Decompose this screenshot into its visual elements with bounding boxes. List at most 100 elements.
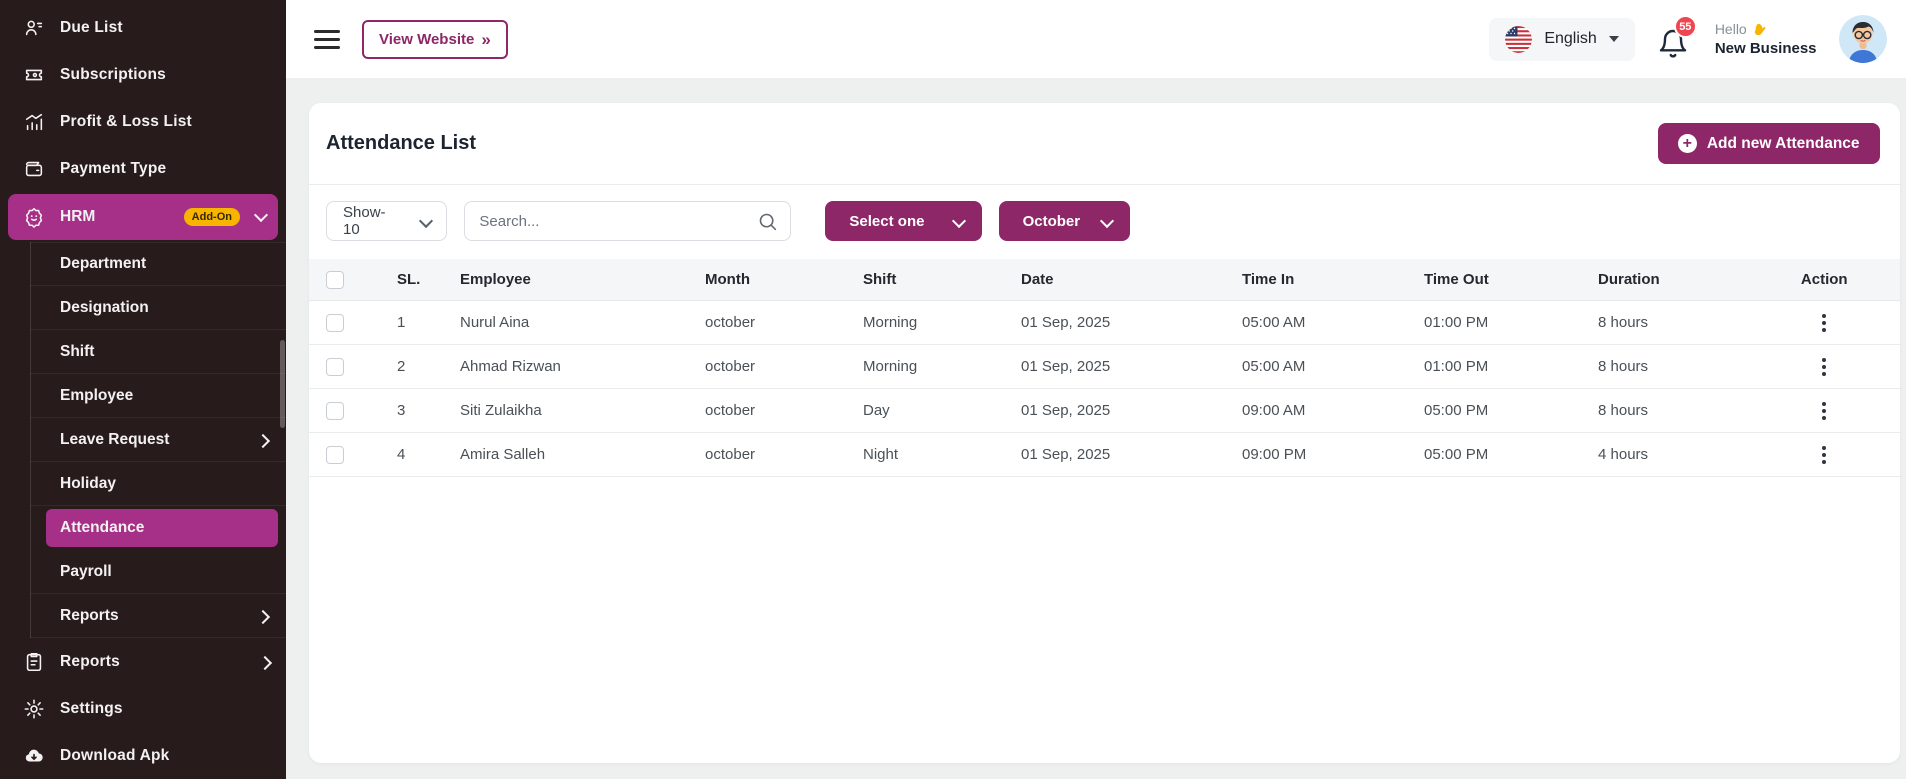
page-title: Attendance List [326,132,477,154]
content-column: View Website » [286,0,1906,779]
avatar[interactable] [1838,15,1887,63]
employee-filter-value: Select one [849,212,925,230]
view-website-button[interactable]: View Website » [362,19,508,59]
cell-time-in: 05:00 AM [1242,314,1306,331]
cell-sl: 3 [397,402,406,419]
cell-shift: Morning [863,314,918,331]
sidebar-item-employee[interactable]: Employee [30,374,286,418]
cell-duration: 4 hours [1598,446,1649,463]
cell-employee: Nurul Aina [460,314,530,331]
cell-month: october [705,358,756,375]
month-filter-value: October [1022,212,1081,230]
sidebar-scrollbar[interactable] [280,340,285,428]
language-selector[interactable]: English [1489,17,1635,61]
cell-employee: Siti Zulaikha [460,402,542,419]
main-content: Attendance List + Add new Attendance Sho… [286,79,1906,779]
header-time-in: Time In [1242,271,1295,288]
sidebar-item-attendance[interactable]: Attendance [46,509,278,547]
sidebar-item-label: Download Apk [60,746,170,764]
select-all-checkbox[interactable] [326,270,344,289]
notification-count-badge: 55 [1673,15,1697,38]
cell-time-out: 01:00 PM [1424,358,1489,375]
row-checkbox[interactable] [326,445,344,464]
table-row: 3 Siti Zulaikha october Day 01 Sep, 2025… [309,389,1900,433]
row-actions-icon[interactable] [1814,398,1834,424]
plus-circle-icon: + [1677,134,1697,153]
table-header-row: SL. Employee Month Shift Date Time In Ti… [309,259,1900,301]
cell-employee: Ahmad Rizwan [460,358,561,375]
row-checkbox[interactable] [326,313,344,332]
chevron-down-icon [1101,216,1112,227]
sidebar-item-hrm-reports[interactable]: Reports [30,594,286,638]
cell-time-out: 01:00 PM [1424,314,1489,331]
chevron-right-icon [260,656,272,668]
cell-duration: 8 hours [1598,402,1649,419]
sidebar-item-label: Reports [60,652,120,670]
sidebar-item-payroll[interactable]: Payroll [30,550,286,594]
table-row: 1 Nurul Aina october Morning 01 Sep, 202… [309,301,1900,345]
cell-shift: Morning [863,358,918,375]
sidebar-item-label: HRM [60,208,96,225]
add-button-label: Add new Attendance [1706,134,1860,152]
row-actions-icon[interactable] [1814,354,1834,380]
sidebar-item-reports[interactable]: Reports [0,638,286,685]
add-new-attendance-button[interactable]: + Add new Attendance [1657,123,1880,164]
cell-time-out: 05:00 PM [1424,446,1489,463]
header-action: Action [1800,271,1848,288]
row-checkbox[interactable] [326,401,344,420]
sidebar-item-department[interactable]: Department [30,242,286,286]
cell-month: october [705,446,756,463]
sidebar-item-label: Due List [60,18,123,36]
cell-sl: 4 [397,446,406,463]
greeting-text: Hello [1714,21,1747,37]
sidebar-item-download-apk[interactable]: Download Apk [0,732,286,779]
sidebar: Due List Subscriptions Profit & Loss Lis… [0,0,286,779]
cell-date: 01 Sep, 2025 [1021,358,1111,375]
hamburger-menu-icon[interactable] [314,29,340,49]
cell-time-in: 05:00 AM [1242,358,1306,375]
employee-filter-select[interactable]: Select one [825,201,982,241]
sidebar-item-holiday[interactable]: Holiday [30,462,286,506]
row-actions-icon[interactable] [1814,442,1834,468]
cell-duration: 8 hours [1598,314,1649,331]
cell-date: 01 Sep, 2025 [1021,446,1111,463]
sidebar-item-hrm[interactable]: HRM Add-On [8,194,278,240]
business-name: New Business [1714,40,1817,57]
sidebar-item-label: Payroll [60,562,112,580]
language-label: English [1544,30,1597,47]
sidebar-item-payment-type[interactable]: Payment Type [0,145,286,192]
sidebar-item-subscriptions[interactable]: Subscriptions [0,51,286,98]
sidebar-item-designation[interactable]: Designation [30,286,286,330]
header-duration: Duration [1598,271,1660,288]
cell-sl: 2 [397,358,406,375]
sidebar-item-shift[interactable]: Shift [30,330,286,374]
bell-icon [1659,29,1687,58]
caret-down-icon [1608,36,1619,42]
row-actions-icon[interactable] [1814,310,1834,336]
ticket-icon [22,63,46,87]
table-row: 2 Ahmad Rizwan october Morning 01 Sep, 2… [309,345,1900,389]
cell-month: october [705,402,756,419]
sidebar-item-label: Shift [60,342,95,360]
chevron-right-icon [258,434,270,446]
chevron-right-icon [258,610,270,622]
notifications-button[interactable]: 55 [1657,15,1697,61]
sidebar-item-leave-request[interactable]: Leave Request [30,418,286,462]
search-input[interactable] [465,202,791,240]
sidebar-item-label: Designation [60,298,149,316]
card-header: Attendance List + Add new Attendance [309,103,1900,185]
filter-row: Show- 10 Select one October [309,185,1900,257]
sidebar-item-profit-loss[interactable]: Profit & Loss List [0,98,286,145]
clipboard-icon [22,650,46,674]
cell-date: 01 Sep, 2025 [1021,402,1111,419]
us-flag-icon [1505,25,1533,53]
sidebar-item-settings[interactable]: Settings [0,685,286,732]
month-filter-select[interactable]: October [998,201,1130,241]
row-checkbox[interactable] [326,357,344,376]
show-entries-select[interactable]: Show- 10 [326,201,448,241]
header-date: Date [1021,271,1054,288]
double-chevron-right-icon: » [481,29,491,49]
sidebar-item-label: Leave Request [60,430,170,448]
search-box [464,201,792,241]
sidebar-item-due-list[interactable]: Due List [0,4,286,51]
